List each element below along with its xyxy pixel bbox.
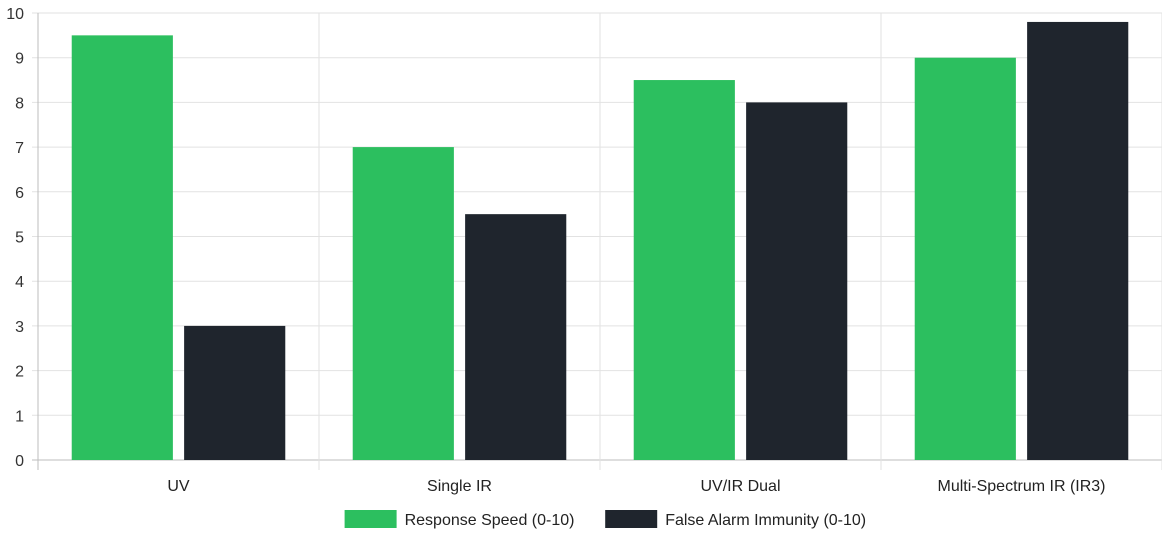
x-tick-label: UV/IR Dual — [700, 478, 780, 495]
y-tick-label: 4 — [15, 274, 24, 291]
legend-swatch — [344, 510, 397, 528]
legend[interactable]: Response Speed (0-10) False Alarm Immunit… — [344, 510, 867, 529]
bars — [71, 21, 1129, 461]
bar-response-speed[interactable] — [71, 35, 173, 460]
legend-label: Response Speed (0-10) — [405, 512, 575, 529]
y-tick-label: 2 — [15, 364, 24, 381]
bar-response-speed[interactable] — [633, 80, 735, 461]
bar-response-speed[interactable] — [352, 147, 454, 460]
y-tick-label: 0 — [15, 453, 24, 470]
bar-false-alarm-immunity[interactable] — [465, 214, 567, 460]
x-tick-label: Multi-Spectrum IR (IR3) — [937, 478, 1105, 495]
y-tick-label: 8 — [15, 95, 24, 112]
y-tick-label: 3 — [15, 319, 24, 336]
bar-response-speed[interactable] — [914, 57, 1016, 460]
bar-false-alarm-immunity[interactable] — [746, 102, 848, 461]
legend-swatch — [605, 510, 658, 528]
legend-item-response-speed[interactable]: Response Speed (0-10) — [344, 510, 575, 529]
y-tick-label: 9 — [15, 51, 24, 68]
y-tick-label: 10 — [6, 6, 24, 23]
y-axis: 0 1 2 3 4 5 6 7 8 9 10 — [6, 6, 39, 470]
x-axis: UV Single IR UV/IR Dual Multi-Spectrum IR (… — [167, 478, 1105, 495]
x-tick-label: UV — [167, 478, 190, 495]
y-tick-label: 5 — [15, 230, 24, 247]
y-tick-label: 1 — [15, 408, 24, 425]
legend-label: False Alarm Immunity (0-10) — [665, 512, 866, 529]
bar-false-alarm-immunity[interactable] — [1027, 21, 1129, 460]
x-tick-label: Single IR — [427, 478, 492, 495]
y-tick-label: 7 — [15, 140, 24, 157]
bar-false-alarm-immunity[interactable] — [184, 325, 286, 460]
y-tick-label: 6 — [15, 185, 24, 202]
legend-item-false-alarm-immunity[interactable]: False Alarm Immunity (0-10) — [605, 510, 866, 529]
